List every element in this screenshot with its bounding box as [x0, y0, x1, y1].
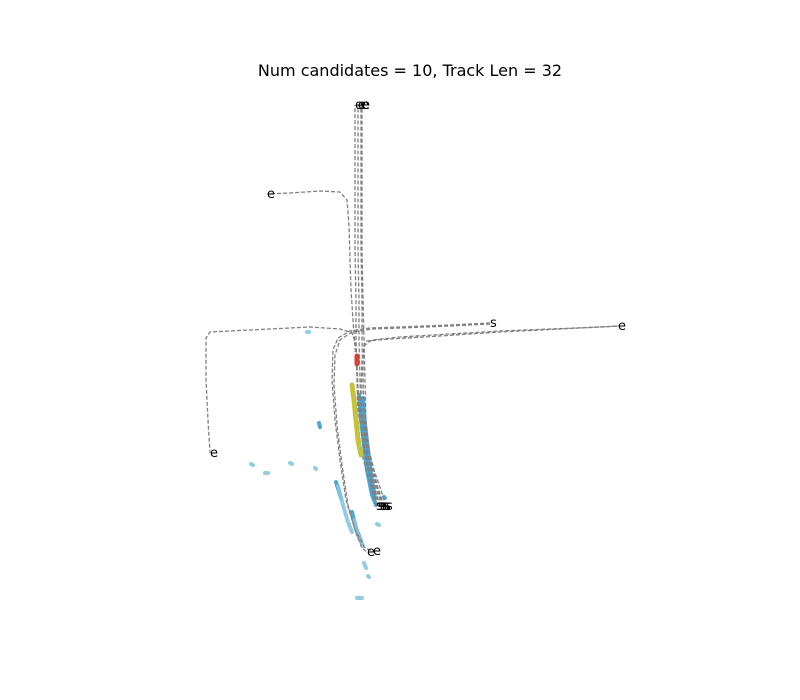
candidate-end-label-6: e [618, 319, 626, 334]
candidate-start-label-5: s [380, 499, 387, 514]
candidate-path-6 [360, 325, 619, 507]
candidate-start-label-3: s [386, 499, 393, 514]
candidate-start-label-8: s [490, 316, 497, 331]
candidate-end-label-2: e [361, 98, 369, 113]
candidate-end-label-4: e [267, 187, 275, 202]
candidate-end-label-5: e [210, 446, 218, 461]
agent-track-15 [366, 574, 371, 579]
candidate-end-label-0: e [355, 98, 363, 113]
candidate-end-label-9: e [367, 545, 375, 560]
agent-track-8 [249, 462, 255, 467]
candidate-start-label-0: s [376, 499, 383, 514]
agent-track-6 [317, 421, 322, 429]
candidate-path-9 [333, 323, 491, 553]
agent-track-12 [382, 495, 387, 500]
agent-track-4 [336, 484, 354, 534]
candidate-end-label-1: e [358, 98, 366, 113]
agent-track-10 [288, 461, 294, 466]
candidate-start-label-1: s [380, 499, 387, 514]
agent-track-11 [313, 466, 318, 471]
candidate-start-label-4: s [378, 499, 385, 514]
chart-title: Num candidates = 10, Track Len = 32 [258, 61, 562, 80]
history-track-group [349, 382, 364, 458]
candidate-paths-group [205, 105, 621, 553]
agent-track-13 [375, 522, 381, 527]
candidate-start-label-6: s [382, 499, 389, 514]
candidate-path-0 [354, 105, 377, 507]
candidate-start-label-7: s [384, 499, 391, 514]
candidate-end-label-8: e [373, 544, 381, 559]
candidate-start-label-2: s [383, 499, 390, 514]
candidate-path-5 [205, 326, 381, 507]
history-track [349, 382, 364, 458]
candidate-path-8 [331, 322, 491, 552]
agent-track-14 [362, 561, 368, 570]
candidate-end-label-3: e [362, 98, 370, 113]
candidate-path-7 [362, 325, 621, 507]
